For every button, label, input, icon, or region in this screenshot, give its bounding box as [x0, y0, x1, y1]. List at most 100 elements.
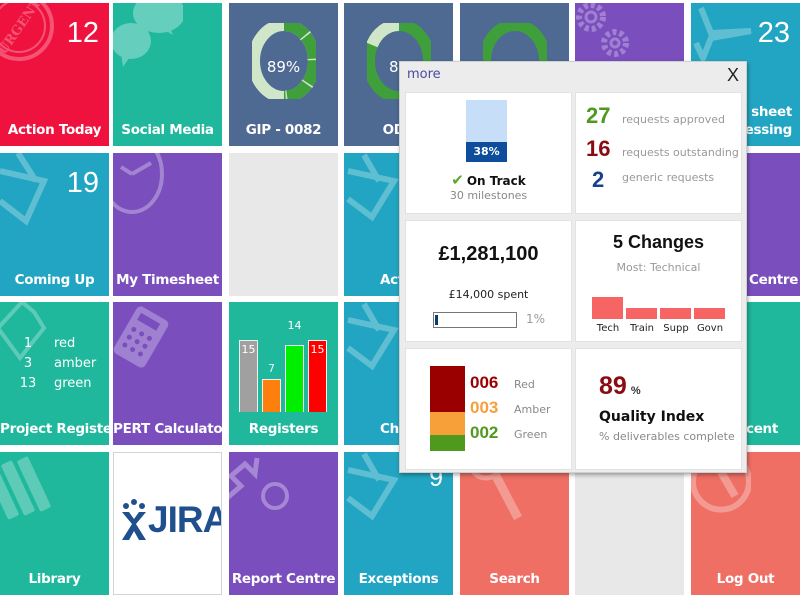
progress-donut-chart: [252, 23, 316, 99]
quality-unit: %: [630, 385, 641, 397]
svg-text:URGENT: URGENT: [0, 3, 45, 58]
close-button[interactable]: X: [726, 65, 739, 85]
on-track-label: On Track: [466, 174, 526, 188]
budget-progress-bar: [433, 312, 517, 328]
milestones-count: 30 milestones: [449, 189, 528, 202]
rag-amber-value: 003: [470, 398, 499, 417]
report-centre-label: Report Centre: [231, 571, 336, 587]
tile-pert-calculator[interactable]: PERT Calculator: [113, 302, 222, 445]
tile-my-timesheet[interactable]: My Timesheet: [113, 153, 222, 296]
changes-bar-train: [626, 308, 657, 319]
timesheet-processing-label-2: essing: [744, 122, 793, 138]
tile-search[interactable]: Search: [460, 452, 569, 595]
jira-text: JIRA: [148, 499, 222, 540]
tile-action-today[interactable]: URGENT 12 Action Today: [0, 3, 109, 146]
plane-icon: [346, 452, 399, 521]
requests-approved-label: requests approved: [622, 113, 726, 126]
budget-total: £1,281,100: [438, 243, 539, 265]
tile-jira[interactable]: JIRA: [113, 452, 222, 595]
checkmark-icon: ✔: [451, 171, 464, 189]
registers-bar-green: [285, 345, 304, 412]
action-today-count: 12: [66, 17, 99, 49]
changes-label-tech: Tech: [596, 323, 620, 334]
project-register-label: Project Register: [0, 421, 109, 437]
timesheet-processing-label-1: sheet: [751, 104, 792, 120]
on-track-status: ✔ On Track: [406, 171, 571, 189]
rag-amber-text: Amber: [514, 403, 551, 416]
pert-calculator-label: PERT Calculator: [113, 421, 222, 437]
tile-gip-0082[interactable]: 89% GIP - 0082: [229, 3, 338, 146]
budget-spent: £14,000 spent: [448, 288, 529, 301]
tile-report-centre[interactable]: Report Centre: [229, 452, 338, 595]
tile-project-register[interactable]: 1 red 3 amber 13 green Project Register: [0, 302, 109, 445]
quality-index-panel[interactable]: 89% Quality Index % deliverables complet…: [575, 348, 742, 470]
requests-approved-count: 27: [586, 103, 611, 128]
my-timesheet-label: My Timesheet: [116, 272, 219, 288]
tile-social-media[interactable]: Social Media: [113, 3, 222, 146]
changes-label-supp: Supp: [663, 323, 689, 334]
rag-status-panel[interactable]: 006 Red 003 Amber 002 Green: [405, 348, 572, 470]
quality-value: 89: [599, 372, 627, 400]
social-media-label: Social Media: [121, 122, 214, 138]
rag-red-label: red: [54, 336, 76, 351]
plane-icon: [346, 153, 399, 222]
rag-green-label: green: [54, 376, 92, 391]
speech-bubbles-icon: [113, 3, 183, 67]
rag-stacked-bar: [430, 366, 465, 451]
tile-coming-up[interactable]: 19 Coming Up: [0, 153, 109, 296]
registers-bar-red-value: 15: [310, 343, 325, 356]
registers-bar-grey: [239, 340, 258, 412]
generic-requests-count: 2: [592, 167, 605, 192]
rag-segment-amber: [430, 412, 465, 435]
changes-bar-supp: [660, 308, 691, 319]
action-today-label: Action Today: [7, 122, 102, 138]
requests-outstanding-count: 16: [586, 136, 611, 161]
coming-up-count: 19: [66, 167, 99, 199]
requests-panel[interactable]: 27 requests approved 16 requests outstan…: [575, 92, 742, 214]
popup-header: more X: [400, 62, 746, 90]
plane-icon: [693, 6, 752, 63]
tile-exceptions[interactable]: 9 Exceptions: [344, 452, 453, 595]
milestones-panel[interactable]: 38% ✔ On Track 30 milestones: [405, 92, 572, 214]
registers-bar-red: [308, 340, 327, 412]
library-label: Library: [28, 571, 81, 587]
changes-bar-tech: [592, 297, 623, 319]
rag-green-count: 13: [19, 376, 37, 391]
rag-amber-count: 3: [23, 356, 33, 371]
budget-percent: 1%: [526, 312, 546, 326]
requests-outstanding-row: 16 requests outstanding: [586, 136, 739, 162]
rag-green-row: 002 Green: [470, 423, 547, 443]
more-link[interactable]: more: [407, 67, 441, 82]
requests-approved-row: 27 requests approved: [586, 103, 725, 129]
generic-requests-label: generic requests: [622, 171, 715, 184]
changes-label-train: Train: [630, 323, 654, 334]
changes-panel[interactable]: 5 Changes Most: Technical Tech Train Sup…: [575, 220, 742, 342]
changes-label-govn: Govn: [696, 323, 724, 334]
rag-red-count: 1: [23, 336, 33, 351]
changes-title: 5 Changes: [612, 232, 705, 252]
gip-label: GIP - 0082: [245, 122, 322, 138]
generic-requests-row: 2 generic requests: [586, 167, 714, 193]
rag-green-text: Green: [514, 428, 548, 441]
report-graph-icon: [229, 457, 289, 510]
changes-subtitle: Most: Technical: [616, 261, 701, 274]
registers-bar-orange: [262, 379, 281, 412]
recent-label: cent: [746, 421, 779, 437]
registers-label: Registers: [248, 421, 319, 437]
tile-log-out[interactable]: Log Out: [691, 452, 800, 595]
tile-empty: [575, 452, 684, 595]
registers-bar-green-value: 14: [287, 319, 302, 332]
rag-amber-label: amber: [54, 356, 97, 371]
tile-registers[interactable]: 15 7 14 15 Registers: [229, 302, 338, 445]
rag-segment-red: [430, 366, 465, 412]
tile-library[interactable]: Library: [0, 452, 109, 595]
jira-figure-icon: [122, 499, 146, 540]
budget-panel[interactable]: £1,281,100 £14,000 spent 1%: [405, 220, 572, 342]
jira-logo: JIRA: [120, 498, 222, 542]
log-out-label: Log Out: [716, 571, 775, 587]
requests-outstanding-label: requests outstanding: [622, 146, 739, 159]
milestone-progress-percent: 38%: [466, 142, 507, 162]
rag-red-row: 006 Red: [470, 373, 535, 393]
rag-amber-row: 003 Amber: [470, 398, 551, 418]
